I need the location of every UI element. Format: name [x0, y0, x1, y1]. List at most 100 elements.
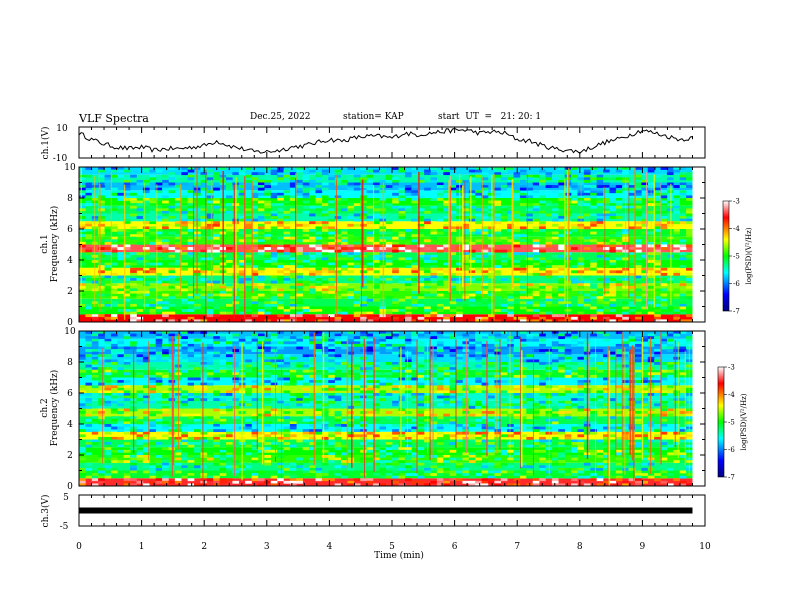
ch2-cell — [404, 442, 412, 445]
ch2-cell — [91, 367, 99, 371]
ch1-cell — [660, 301, 668, 305]
ch1-cell — [238, 218, 246, 222]
ch2-cell — [155, 418, 163, 422]
ch2-cell — [404, 478, 412, 482]
ch2-cell — [245, 346, 252, 350]
ch1-cell — [449, 309, 457, 312]
ch2-cell — [551, 413, 559, 417]
ch2-cell — [142, 457, 150, 461]
ch1-cell — [360, 179, 367, 183]
ch1-cell — [315, 247, 323, 250]
ch2-cell — [104, 356, 112, 360]
ch1-cell — [264, 254, 272, 258]
ch1-cell — [507, 249, 514, 253]
ch1-cell — [385, 177, 393, 181]
ch1-cell — [98, 285, 105, 289]
ch2-cell — [468, 460, 476, 464]
ch2-cell — [347, 424, 355, 427]
ch2-cell — [149, 411, 156, 414]
ch2-cell — [443, 449, 450, 453]
ch2-cell — [385, 447, 393, 451]
ch1-cell — [353, 244, 361, 248]
ch1-cell — [110, 296, 118, 300]
ch2-cell — [360, 343, 367, 347]
ch1-cell — [270, 257, 278, 261]
ch2-cell — [551, 390, 559, 394]
ch1-cell — [385, 262, 393, 266]
ch1-cell — [513, 229, 521, 232]
ch2-cell — [232, 444, 240, 448]
ch1-cell — [641, 275, 649, 279]
ch1-cell — [628, 185, 636, 188]
ch1-cell — [424, 319, 431, 323]
ch1-cell — [328, 210, 335, 214]
ch1-cell — [577, 216, 585, 219]
ch1-cell — [590, 278, 597, 281]
ch1-cell — [622, 293, 629, 297]
ch2-cell — [162, 462, 169, 466]
ch1-cell — [283, 174, 291, 178]
ch1-cell — [666, 182, 674, 186]
ch2-cell — [225, 478, 233, 482]
ch2-cell — [398, 434, 406, 438]
ch1-cell — [309, 285, 316, 289]
ch2-cell — [225, 390, 233, 394]
ch2-cell — [571, 426, 578, 430]
ch2-cell — [571, 343, 578, 347]
ch1-cell — [404, 288, 412, 292]
ch2-cell — [385, 452, 393, 456]
ch2-cell — [257, 418, 265, 422]
ch1-cell — [641, 221, 649, 225]
ch1-cell — [277, 303, 284, 307]
ch1-cell — [187, 169, 195, 173]
ch1-cell — [475, 267, 482, 271]
ch2-cell — [609, 405, 617, 409]
ch2-cell — [315, 372, 323, 376]
ch2-cell — [481, 434, 489, 438]
ch1-cell — [424, 257, 431, 261]
ch1-cell — [526, 301, 534, 305]
ch1-cell — [347, 285, 355, 289]
ch2-cell — [398, 385, 406, 389]
ch2-cell — [392, 444, 399, 448]
ch1-cell — [551, 270, 559, 274]
ch1-cell — [596, 213, 604, 217]
ch2-cell — [590, 470, 597, 474]
ch2-cell — [219, 449, 227, 453]
ch1-cell — [513, 192, 521, 196]
ch2-cell — [321, 395, 329, 399]
ch2-cell — [149, 380, 156, 383]
ch2-cell — [443, 447, 450, 451]
ch1-cell — [379, 309, 387, 312]
ch1-cell — [225, 210, 233, 214]
ch1-cell — [641, 231, 649, 235]
ch1-cell — [500, 216, 508, 219]
ch1-cell — [206, 280, 214, 284]
ch2-cell — [487, 442, 495, 445]
ch2-cell — [456, 444, 463, 448]
ch1-cell — [686, 314, 693, 318]
ch2-cell — [379, 475, 387, 479]
ch1-cell — [85, 167, 93, 170]
ch1-cell — [360, 213, 367, 217]
ch2-cell — [104, 387, 112, 391]
ch1-cell — [353, 314, 361, 318]
ch1-cell — [149, 234, 156, 238]
ch2-cell — [302, 333, 310, 337]
ch1-cell — [206, 221, 214, 225]
ch1-cell — [424, 260, 431, 263]
ch1-cell — [353, 187, 361, 191]
ch1-cell — [545, 177, 553, 181]
ch2-cell — [417, 447, 425, 451]
ch1-cell — [615, 185, 623, 188]
ch1-cell — [353, 303, 361, 307]
ch1-cell — [200, 278, 208, 281]
ch2-cell — [366, 462, 374, 466]
ch1-cell — [283, 234, 291, 238]
ch1-cell — [500, 236, 508, 240]
ch1-cell — [257, 247, 265, 250]
ch1-cell — [289, 296, 297, 300]
ch2-cell — [91, 429, 99, 433]
ch1-cell — [155, 236, 163, 240]
ch1-cell — [603, 185, 610, 188]
